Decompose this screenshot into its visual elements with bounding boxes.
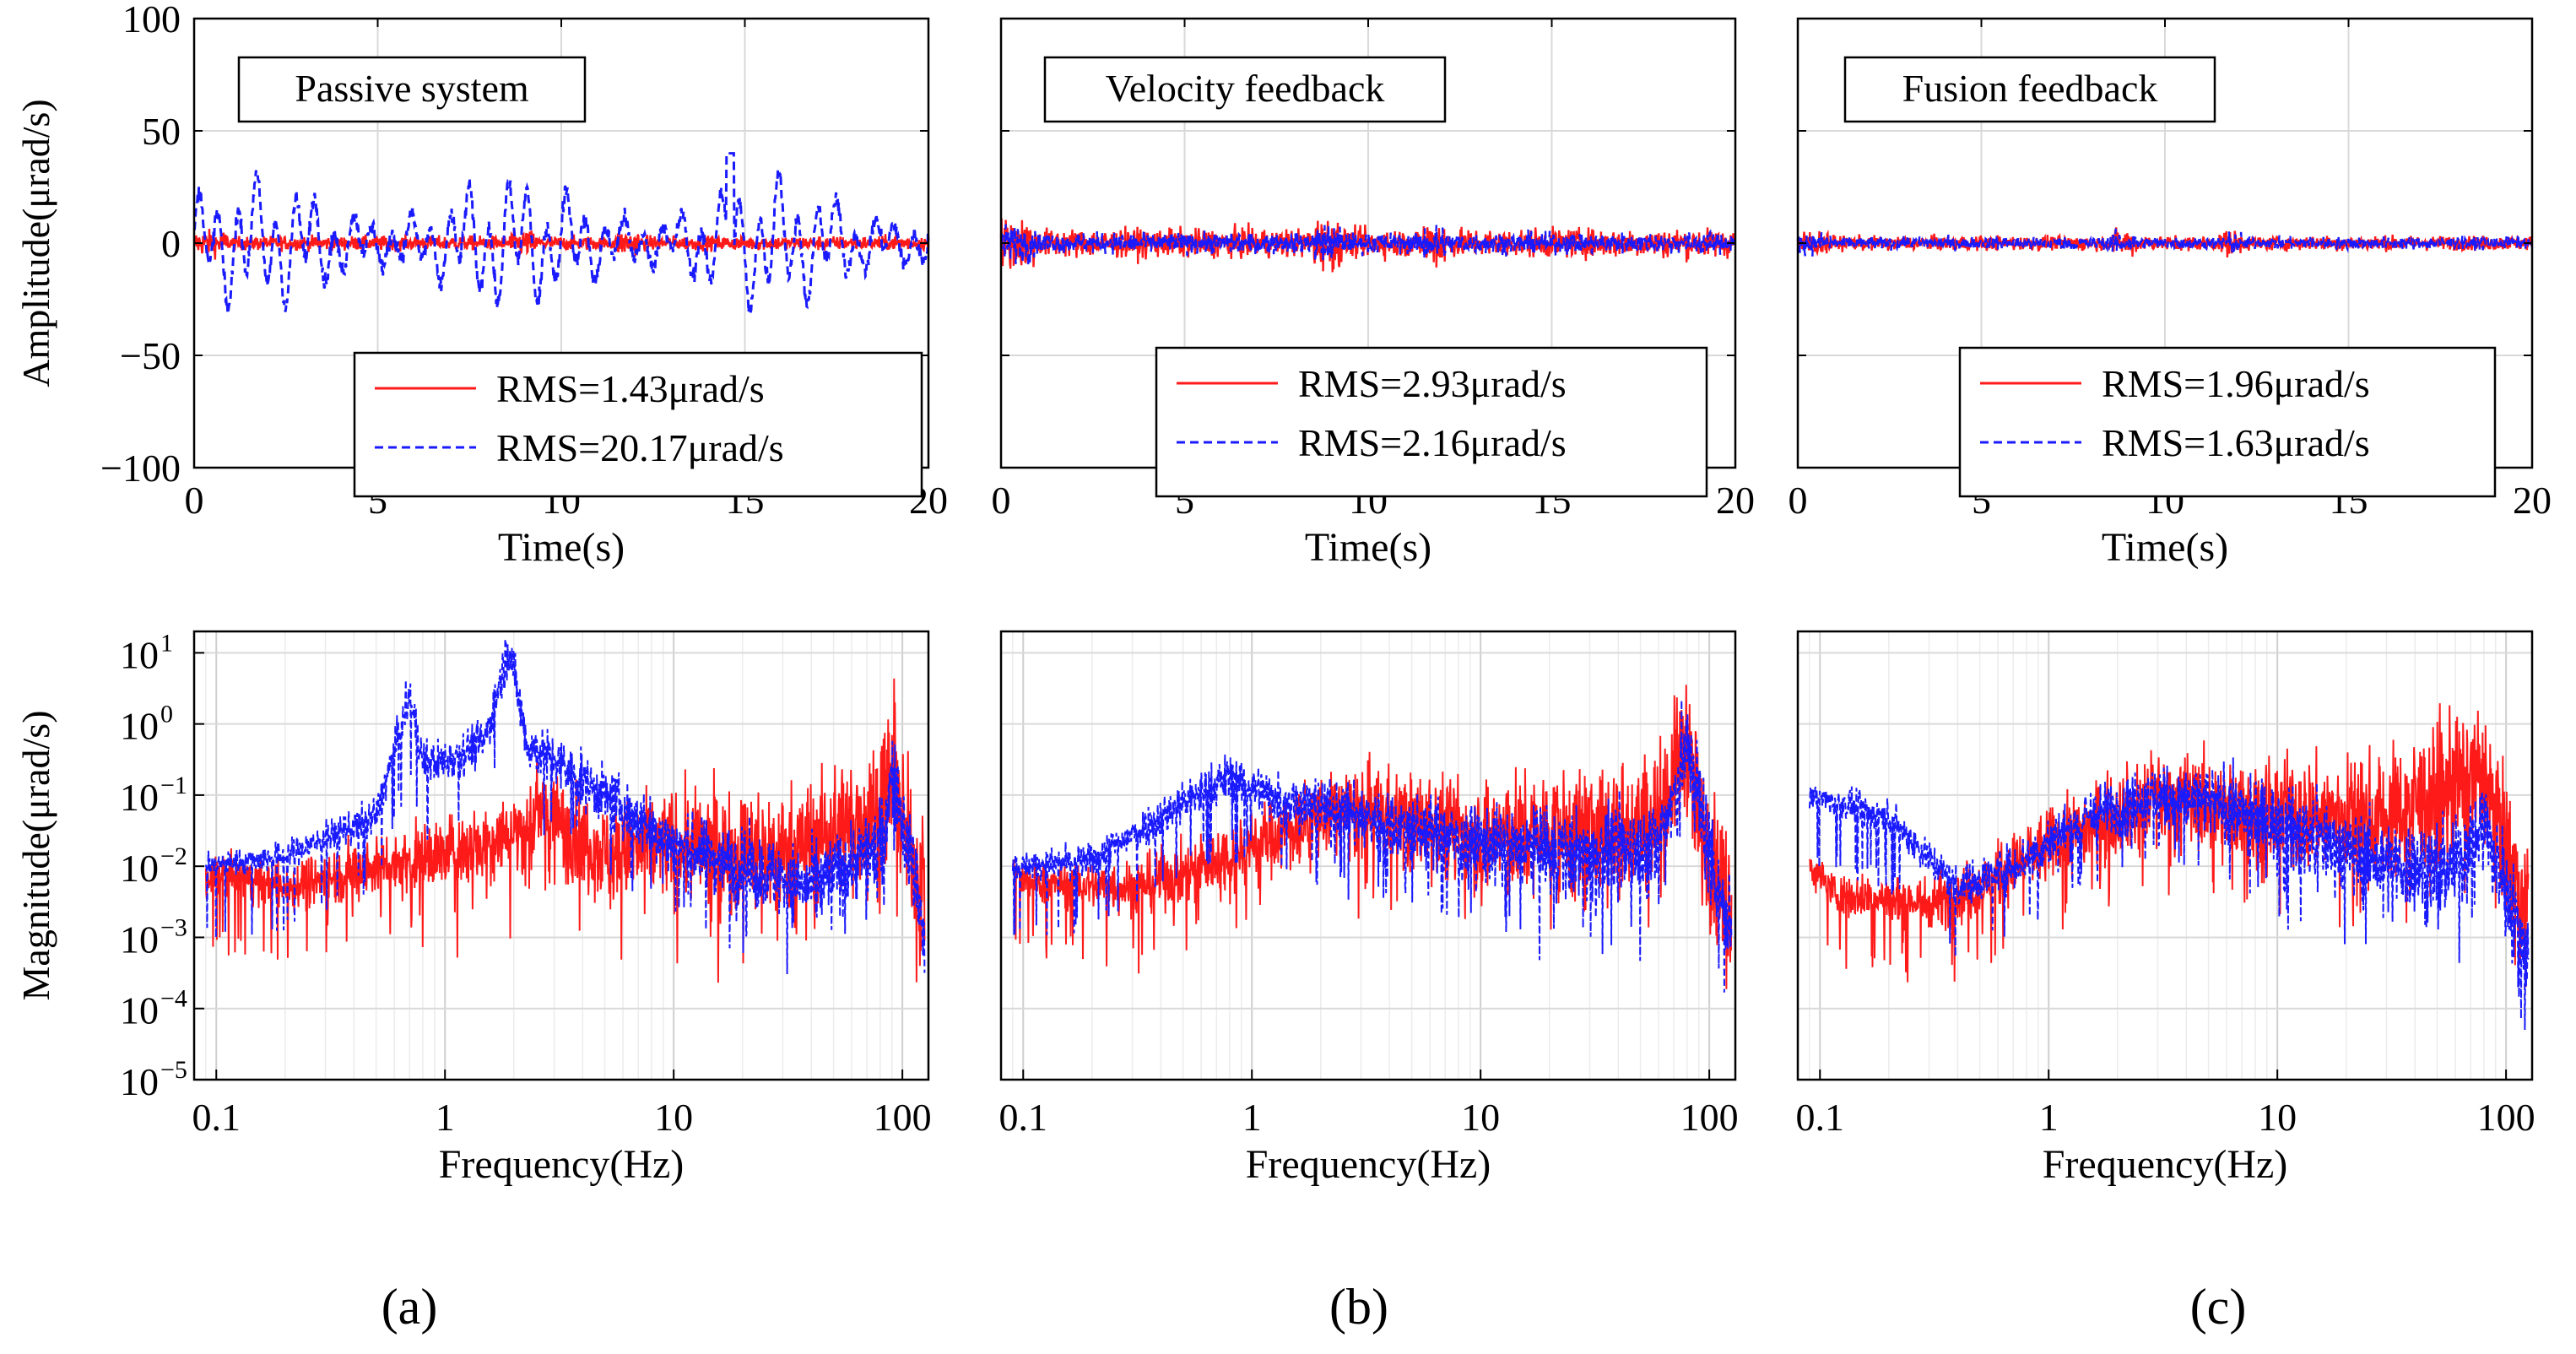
- chart-title: Passive system: [295, 67, 529, 110]
- panel-label-c: (c): [2190, 1279, 2247, 1335]
- y-tick-label: 0: [161, 222, 181, 265]
- x-tick-label: 100: [874, 1096, 932, 1139]
- x-tick-label: 20: [1716, 479, 1755, 522]
- chart-title: Fusion feedback: [1902, 67, 2158, 110]
- legend-box: [353, 351, 923, 498]
- x-tick-label: 1: [2039, 1096, 2059, 1139]
- legend-entry: RMS=1.43μrad/s: [496, 367, 765, 410]
- y-axis-label: Amplitude(μrad/s): [14, 99, 57, 387]
- y-tick-exponent: −2: [160, 842, 187, 870]
- y-tick-label: 10: [120, 633, 159, 676]
- panel-c-frequency: 0.1 1 10 100 Frequency(Hz): [1796, 630, 2535, 1187]
- x-tick-label: 20: [2513, 479, 2552, 522]
- legend-entry: RMS=1.96μrad/s: [2102, 362, 2370, 405]
- x-axis-label: Time(s): [2102, 525, 2228, 570]
- y-tick-label: 10: [120, 989, 159, 1032]
- x-axis-label: Frequency(Hz): [439, 1142, 685, 1187]
- x-tick-label: 100: [2477, 1096, 2535, 1139]
- series-line-2: [192, 152, 930, 315]
- y-tick-exponent: 0: [160, 701, 173, 728]
- y-tick-exponent: −1: [160, 772, 187, 799]
- y-axis-label: Magnitude(μrad/s): [14, 710, 57, 1000]
- spectrum-line-2: [1011, 700, 1733, 993]
- chart-title: Velocity feedback: [1106, 67, 1385, 110]
- x-tick-label: 10: [1461, 1096, 1500, 1139]
- x-tick-label: 0: [185, 479, 204, 522]
- x-tick-label: 10: [654, 1096, 693, 1139]
- y-tick-label: −50: [120, 334, 181, 377]
- x-tick-label: 1: [436, 1096, 455, 1139]
- y-tick-label: 10: [120, 705, 159, 748]
- title-box: [237, 56, 587, 123]
- plot-frame: [999, 630, 1737, 1081]
- panel-a-time: 0 5 10 15 20100500−50−100Time(s)Amplitude(μr…: [14, 0, 948, 570]
- x-axis-label: Frequency(Hz): [2043, 1142, 2288, 1187]
- panel-b-frequency: 0.1 1 10 100 Frequency(Hz): [999, 630, 1739, 1187]
- y-tick-label: 10: [120, 847, 159, 890]
- plot-frame: [1796, 630, 2534, 1081]
- legend-entry: RMS=1.63μrad/s: [2102, 421, 2370, 464]
- y-tick-label: −100: [100, 447, 181, 490]
- spectrum-line-2: [204, 638, 926, 975]
- x-tick-label: 0.1: [192, 1096, 241, 1139]
- series-line-2: [999, 224, 1737, 265]
- legend-box: [1155, 346, 1708, 498]
- y-tick-label: 50: [142, 110, 181, 153]
- x-tick-label: 0.1: [999, 1096, 1048, 1139]
- y-tick-label: 10: [120, 918, 159, 961]
- spectrum-line-1: [1809, 703, 2530, 988]
- plot-frame: [192, 630, 930, 1081]
- x-tick-label: 0: [992, 479, 1011, 522]
- y-tick-label: 10: [120, 776, 159, 819]
- x-tick-label: 100: [1680, 1096, 1739, 1139]
- x-axis-label: Frequency(Hz): [1246, 1142, 1491, 1187]
- x-tick-label: 10: [2258, 1096, 2297, 1139]
- series-line-2: [1796, 228, 2534, 257]
- y-tick-exponent: 1: [160, 629, 173, 657]
- x-axis-label: Time(s): [1305, 525, 1431, 570]
- y-tick-label: 10: [120, 1060, 159, 1103]
- spectrum-line-1: [204, 678, 926, 983]
- y-tick-exponent: −5: [160, 1056, 187, 1084]
- x-tick-label: 0.1: [1796, 1096, 1845, 1139]
- x-tick-label: 1: [1242, 1096, 1262, 1139]
- spectrum-line-2: [1808, 757, 2530, 1031]
- y-tick-label: 100: [122, 0, 181, 41]
- title-box: [1043, 56, 1447, 123]
- legend-entry: RMS=2.93μrad/s: [1298, 362, 1567, 405]
- panel-label-b: (b): [1329, 1279, 1388, 1335]
- panel-label-a: (a): [382, 1279, 438, 1335]
- legend-box: [1958, 346, 2497, 498]
- legend-entry: RMS=20.17μrad/s: [496, 426, 784, 469]
- y-tick-exponent: −4: [160, 985, 187, 1013]
- legend-entry: RMS=2.16μrad/s: [1298, 421, 1567, 464]
- x-tick-label: 0: [1789, 479, 1808, 522]
- title-box: [1843, 56, 2216, 123]
- y-tick-exponent: −3: [160, 913, 187, 941]
- x-axis-label: Time(s): [498, 525, 625, 570]
